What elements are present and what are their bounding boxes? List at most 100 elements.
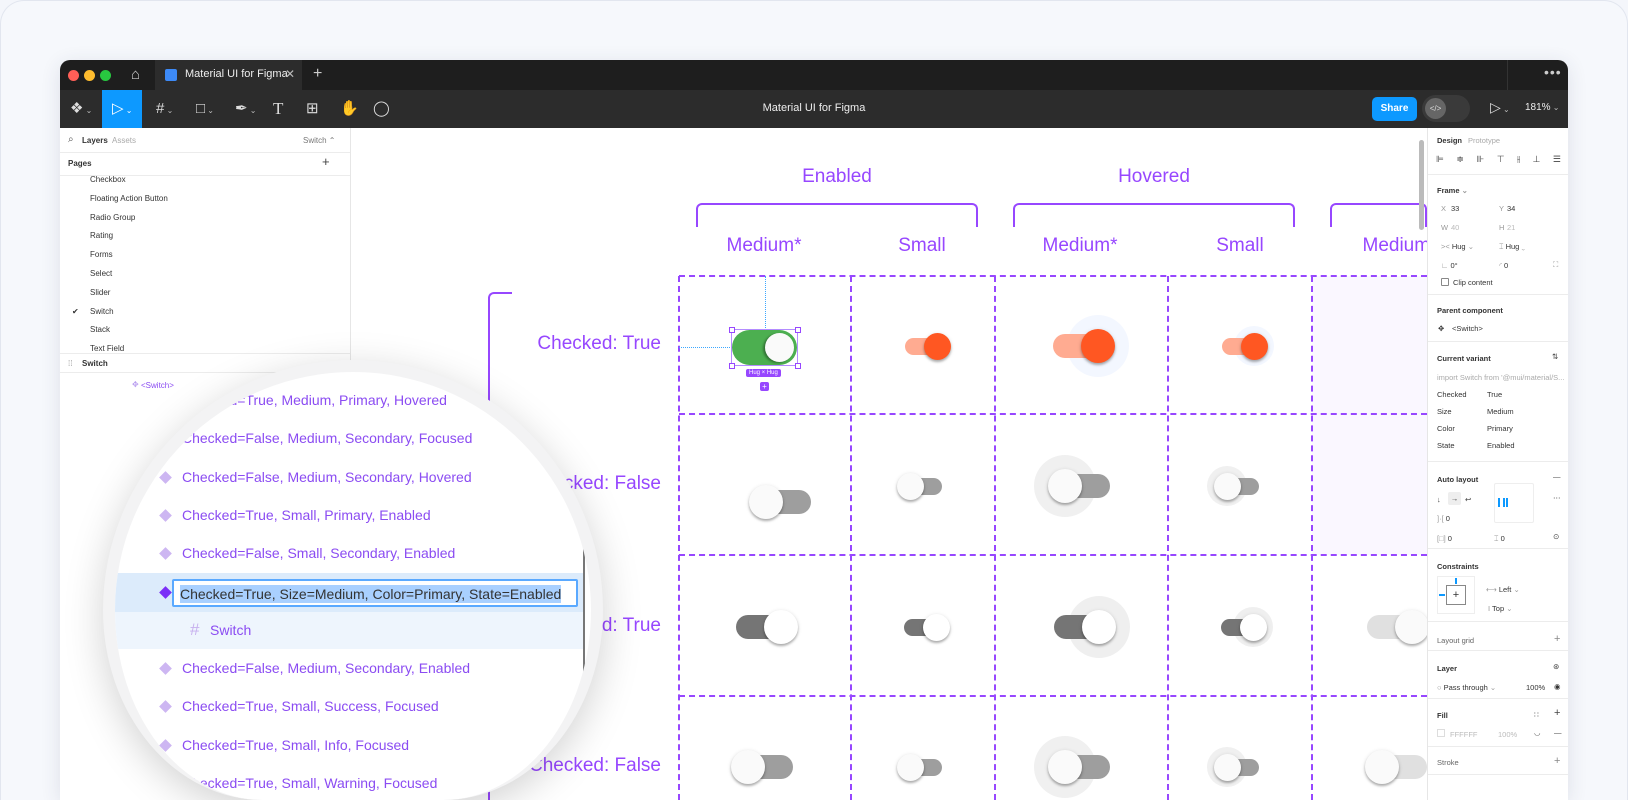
home-icon[interactable]: ⌂ (131, 66, 141, 83)
comment-tool-icon[interactable]: ◯ (373, 100, 390, 117)
dev-mode-toggle[interactable]: </> (1422, 95, 1470, 122)
layer-item[interactable]: Checked=True, Small, Success, Focused (115, 688, 591, 726)
share-button[interactable]: Share (1372, 97, 1417, 121)
page-item[interactable]: Text Field (60, 339, 350, 352)
frame-heading[interactable]: Frame ⌄ (1437, 186, 1468, 195)
eye-icon[interactable]: ◉ (1554, 682, 1561, 691)
tab-assets[interactable]: Assets (112, 136, 137, 145)
add-stroke-icon[interactable]: + (1554, 755, 1561, 767)
alignment-grid[interactable] (1494, 483, 1534, 523)
width-mode-select[interactable]: >< Hug ⌄ (1441, 242, 1474, 251)
alignment-icons[interactable]: ⊫ ≑ ⊪ ⊤ ⫲ ⊥ ☰ (1436, 154, 1566, 164)
page-item[interactable]: Rating (60, 226, 350, 244)
fill-opacity-field[interactable]: 100% (1498, 730, 1518, 739)
clip-content-checkbox[interactable] (1441, 278, 1449, 286)
vertical-constraint-select[interactable]: I Top ⌄ (1488, 604, 1513, 613)
resize-handle[interactable] (795, 327, 801, 333)
add-auto-layout-icon[interactable]: + (760, 382, 769, 391)
constraints-widget[interactable]: + (1437, 576, 1475, 614)
add-layout-grid-icon[interactable]: + (1554, 633, 1561, 645)
layer-item[interactable]: Checked=False, Medium, Secondary, Hovere… (115, 459, 591, 497)
page-item[interactable]: ✔ Switch (60, 302, 350, 320)
pen-tool-icon[interactable]: ✒ ⌄ (235, 100, 257, 117)
new-tab-icon[interactable]: + (313, 65, 323, 82)
minimize-window-button[interactable] (84, 70, 95, 81)
fill-swatch[interactable] (1437, 729, 1445, 737)
rectangle-tool-icon[interactable]: □ ⌄ (196, 100, 214, 117)
zoom-level[interactable]: 181% ⌄ (1525, 102, 1560, 113)
page-item[interactable]: Forms (60, 245, 350, 263)
layer-component-set[interactable]: <Switch> (141, 381, 174, 390)
page-selector[interactable]: Switch ⌃ (303, 136, 336, 145)
variant-prop-value[interactable]: Enabled (1487, 441, 1515, 450)
resize-handle[interactable] (729, 327, 735, 333)
selected-layer-item[interactable]: Checked=True, Size=Medium, Color=Primary… (115, 574, 591, 612)
search-icon[interactable]: ⌕ (68, 134, 74, 145)
spacing-field[interactable]: ]·[ 0 (1437, 514, 1450, 523)
independent-corners-icon[interactable]: ⛶ (1553, 260, 1559, 269)
layer-item[interactable]: Checked=False, Medium, Secondary, Focuse… (115, 420, 591, 458)
canvas-scrollbar[interactable] (1419, 140, 1424, 230)
layer-item[interactable]: # Switch (115, 612, 591, 650)
page-item[interactable]: Select (60, 264, 350, 282)
add-page-icon[interactable]: + (322, 154, 330, 169)
page-item[interactable]: Checkbox (60, 174, 350, 188)
layer-item[interactable]: Checked=True, Medium, Primary, Hovered (115, 382, 591, 420)
layer-frame-switch[interactable]: Switch (82, 359, 108, 368)
layer-item[interactable]: Checked=True, Small, Primary, Enabled (115, 497, 591, 535)
text-tool-icon[interactable]: T (273, 99, 284, 118)
selected-switch[interactable] (732, 330, 797, 365)
components-icon[interactable]: ⊞ (306, 100, 319, 117)
page-item[interactable]: Slider (60, 283, 350, 301)
hand-tool-icon[interactable]: ✋ (340, 100, 359, 117)
layer-item[interactable]: Checked=False, Small, Secondary, Enabled (115, 535, 591, 573)
variable-mode-icon[interactable]: ⊛ (1553, 662, 1560, 671)
layer-item[interactable]: Checked=True, Small, Warning, Focused (115, 765, 591, 800)
layer-item[interactable]: Checked=True, Small, Info, Focused (115, 727, 591, 765)
width-field[interactable]: 40 (1451, 223, 1460, 232)
magnified-scrollbar[interactable] (583, 530, 585, 720)
x-field[interactable]: 33 (1451, 204, 1460, 213)
parent-component-link[interactable]: <Switch> (1452, 324, 1483, 333)
move-tool-button[interactable]: ▷ ⌄ (102, 90, 142, 128)
remove-auto-layout-icon[interactable]: — (1553, 472, 1561, 481)
fill-hex-field[interactable]: FFFFFF (1450, 730, 1478, 739)
page-item[interactable]: Stack (60, 320, 350, 338)
layer-opacity-field[interactable]: 100% (1526, 683, 1546, 692)
direction-vertical-icon[interactable]: ↓ (1437, 495, 1441, 504)
figma-menu-icon[interactable]: ❖ ⌄ (70, 100, 93, 117)
variant-prop-value[interactable]: Primary (1487, 424, 1513, 433)
remove-fill-icon[interactable]: — (1554, 728, 1562, 737)
height-field[interactable]: 21 (1507, 223, 1516, 232)
maximize-window-button[interactable] (100, 70, 111, 81)
close-window-button[interactable] (68, 70, 79, 81)
variant-settings-icon[interactable]: ⇅ (1552, 352, 1559, 361)
height-mode-select[interactable]: ⌶ Hug ⌄ (1499, 242, 1525, 251)
resize-handle[interactable] (795, 363, 801, 369)
page-item[interactable]: Radio Group (60, 208, 350, 226)
corner-radius-field[interactable]: ◜ 0 (1499, 261, 1509, 270)
variant-prop-value[interactable]: Medium (1487, 407, 1514, 416)
layer-rename-input[interactable]: Checked=True, Size=Medium, Color=Primary… (172, 578, 578, 607)
resizing-icon[interactable]: ⊙ (1553, 532, 1560, 541)
blend-mode-select[interactable]: ○ Pass through ⌄ (1437, 683, 1497, 692)
variant-prop-value[interactable]: True (1487, 390, 1503, 399)
close-tab-icon[interactable]: ✕ (285, 67, 296, 81)
present-icon[interactable]: ▷ ⌄ (1490, 99, 1510, 115)
wrap-icon[interactable]: ↩ (1465, 495, 1472, 504)
tab-file[interactable]: Material UI for Figma ✕ (155, 60, 302, 90)
tab-design[interactable]: Design (1437, 136, 1463, 145)
tab-prototype[interactable]: Prototype (1468, 136, 1501, 145)
direction-horizontal-icon[interactable]: → (1448, 492, 1461, 505)
frame-tool-icon[interactable]: # ⌄ (156, 100, 174, 117)
rotation-field[interactable]: ∟ 0° (1441, 261, 1458, 270)
padding-h-field[interactable]: [□] 0 (1437, 534, 1452, 543)
y-field[interactable]: 34 (1507, 204, 1516, 213)
more-icon[interactable]: ⋯ (1553, 493, 1561, 502)
resize-handle[interactable] (729, 363, 735, 369)
hide-fill-icon[interactable]: ◡ (1534, 728, 1541, 737)
layer-item[interactable]: Checked=False, Medium, Secondary, Enable… (115, 650, 591, 688)
more-icon[interactable]: ••• (1544, 64, 1562, 80)
styles-icon[interactable]: ∷ (1534, 710, 1539, 719)
page-item[interactable]: Floating Action Button (60, 189, 350, 207)
